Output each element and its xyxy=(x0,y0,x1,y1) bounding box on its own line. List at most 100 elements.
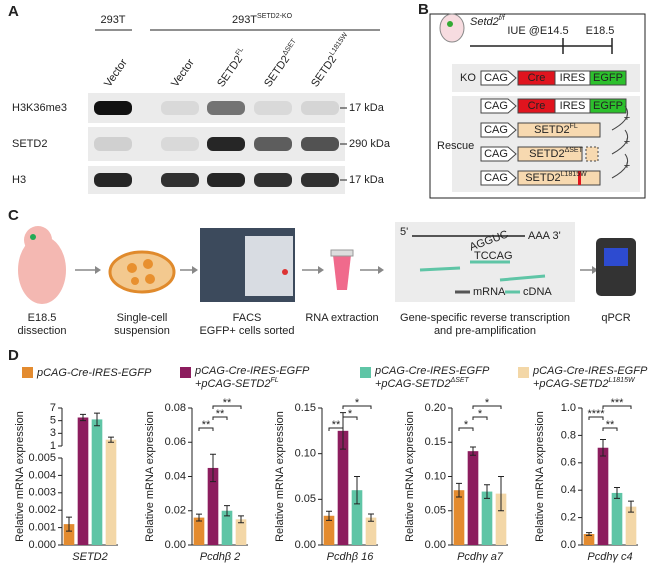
y-tick-label: 0.02 xyxy=(165,505,186,517)
error-bar xyxy=(196,513,202,522)
egfp-label: EGFP xyxy=(593,100,623,112)
significance-label: * xyxy=(478,408,483,420)
significance-bracket xyxy=(328,427,344,431)
error-bar xyxy=(628,500,634,513)
y-tick-label: 0.05 xyxy=(425,505,446,517)
cdna-strand xyxy=(499,274,546,282)
pup-eye xyxy=(30,234,36,240)
lane-label: SETD2FL xyxy=(215,46,250,89)
promoter-label: CAG xyxy=(484,148,508,160)
y-tick-label: 7 xyxy=(50,402,56,414)
error-bar xyxy=(586,532,592,536)
error-bar xyxy=(210,453,216,483)
workflow xyxy=(18,222,636,304)
bar xyxy=(597,447,609,545)
y-tick-label: 0.4 xyxy=(561,484,576,496)
y-tick-label: 0.00 xyxy=(165,539,186,551)
rt-label: 5' xyxy=(400,226,408,238)
step-label: RNA extraction xyxy=(305,312,378,324)
superscript: FL xyxy=(235,46,245,57)
y-axis-label: Relative mRNA expression xyxy=(14,411,26,542)
y-axis-label: Relative mRNA expression xyxy=(144,411,156,542)
bar xyxy=(351,490,363,545)
rt-legend: mRNA xyxy=(473,286,506,298)
significance-bracket xyxy=(472,416,488,420)
size-label: 17 kDa xyxy=(349,174,385,186)
bracket xyxy=(611,129,629,155)
significance-label: ** xyxy=(332,419,341,431)
superscript: L1815W xyxy=(329,31,350,57)
panel-label: B xyxy=(418,1,429,18)
y-tick-label: 0.004 xyxy=(28,469,56,481)
significance-label: * xyxy=(355,397,360,409)
y-tick-label: 0.001 xyxy=(28,522,56,534)
bar xyxy=(221,510,233,545)
superscript: ΔSET xyxy=(450,377,470,384)
text-part: SETD2 xyxy=(215,53,245,89)
plus-label: + xyxy=(624,160,630,172)
blot-band xyxy=(254,137,292,151)
arrow-head xyxy=(192,266,198,274)
text-part: pCAG-Cre-IRES-EGFP xyxy=(194,365,310,377)
bar xyxy=(453,490,465,545)
promoter-label: CAG xyxy=(484,124,508,136)
superscript: FL xyxy=(271,377,279,384)
significance-bracket xyxy=(602,427,618,431)
y-tick-label: 0.0 xyxy=(561,539,576,551)
lane-label: Vector xyxy=(169,57,197,90)
significance-bracket xyxy=(212,416,228,420)
blot-band xyxy=(301,137,339,151)
qpcr-screen xyxy=(604,248,628,266)
lane-label: SETD2L1815W xyxy=(309,31,355,89)
setd2-label: SETD2L1815W xyxy=(525,171,587,184)
promoter-label: CAG xyxy=(484,172,508,184)
bar xyxy=(193,517,205,545)
superscript: ΔSET xyxy=(282,38,299,58)
text-part: +pCAG-SETD2 xyxy=(533,378,609,390)
error-bar xyxy=(470,446,476,456)
bar xyxy=(495,493,507,545)
bar xyxy=(91,419,103,545)
bar xyxy=(583,534,595,545)
blot-band xyxy=(161,137,199,151)
superscript: L1815W xyxy=(609,377,636,384)
y-axis-label: Relative mRNA expression xyxy=(404,411,416,542)
significance-label: ** xyxy=(202,419,211,431)
legend-label: pCAG-Cre-IRES-EGFP xyxy=(194,365,310,377)
text-part: pCAG-Cre-IRES-EGFP xyxy=(532,365,648,377)
blot-band xyxy=(94,137,132,151)
setd2-box xyxy=(517,122,601,138)
error-bar xyxy=(600,439,606,457)
step-label: qPCR xyxy=(601,312,630,324)
error-bar xyxy=(94,412,100,427)
egfp-label: EGFP xyxy=(593,72,623,84)
y-tick-label: 1 xyxy=(50,440,56,452)
y-tick-label: 0.00 xyxy=(295,539,316,551)
superscript: ΔSET xyxy=(565,147,584,154)
group-label: Rescue xyxy=(437,140,474,152)
mouse-label: Setd2f/f xyxy=(470,15,506,28)
blot-band xyxy=(207,101,245,115)
tube-cap xyxy=(330,249,354,257)
setd2-label: SETD2FL xyxy=(534,123,578,136)
text-part: pCAG-Cre-IRES-EGFP xyxy=(36,367,152,379)
qpcr-icon xyxy=(596,238,636,296)
legend-label: pCAG-Cre-IRES-EGFP xyxy=(532,365,648,377)
significance-bracket xyxy=(458,427,474,431)
timeline-label: E18.5 xyxy=(586,25,615,37)
superscript: FL xyxy=(570,123,578,130)
text-part: SETD2 xyxy=(534,124,569,136)
significance-bracket xyxy=(212,405,242,409)
facs-light xyxy=(282,269,288,275)
text-part: SETD2 xyxy=(529,148,564,160)
error-bar xyxy=(80,413,86,422)
significance-label: * xyxy=(464,419,469,431)
y-tick-label: 0.2 xyxy=(561,512,576,524)
y-tick-label: 0.6 xyxy=(561,457,576,469)
step-label: FACS xyxy=(233,312,262,324)
error-bar xyxy=(238,515,244,524)
cre-label: Cre xyxy=(528,100,546,112)
pup-icon xyxy=(18,236,66,304)
